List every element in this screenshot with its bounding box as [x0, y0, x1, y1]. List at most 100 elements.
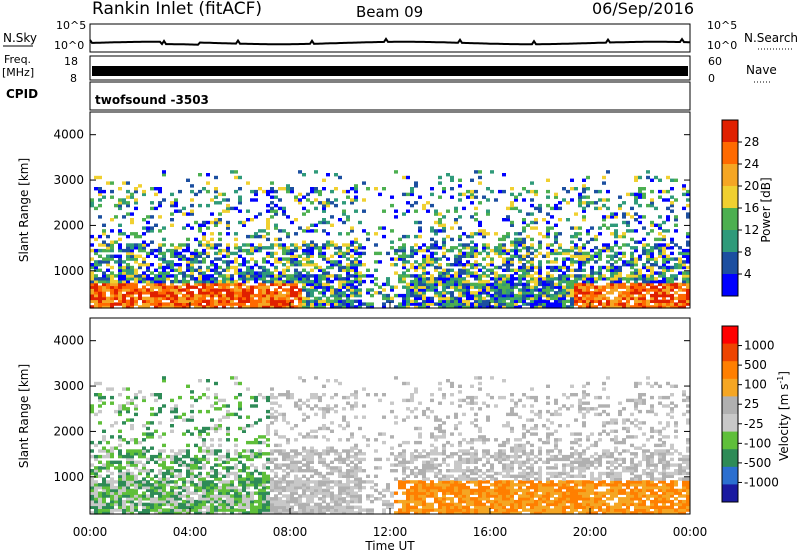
heatmap-cell [250, 305, 254, 309]
heatmap-cell [582, 279, 586, 284]
heatmap-cell [446, 248, 450, 253]
heatmap-cell [622, 251, 626, 256]
heatmap-cell [590, 279, 594, 284]
heatmap-cell [170, 296, 174, 301]
heatmap-cell [518, 248, 522, 253]
heatmap-cell [406, 505, 410, 509]
heatmap-cell [278, 246, 282, 250]
heatmap-cell [162, 198, 166, 202]
heatmap-cell [202, 449, 206, 453]
heatmap-cell [406, 381, 410, 386]
heatmap-cell [546, 285, 550, 289]
heatmap-cell [286, 502, 290, 507]
heatmap-cell [354, 415, 358, 419]
heatmap-cell [574, 279, 578, 284]
heatmap-cell [330, 291, 334, 295]
heatmap-cell [338, 457, 342, 462]
heatmap-cell [278, 243, 282, 247]
heatmap-cell [130, 497, 134, 501]
heatmap-cell [354, 198, 358, 202]
heatmap-cell [630, 285, 634, 289]
heatmap-cell [598, 293, 602, 298]
heatmap-cell [254, 511, 258, 515]
heatmap-cell [178, 452, 182, 456]
heatmap-cell [126, 277, 130, 281]
heatmap-cell [434, 232, 438, 236]
heatmap-cell [422, 277, 426, 281]
heatmap-cell [586, 285, 590, 289]
heatmap-cell [414, 209, 418, 213]
heatmap-cell [606, 299, 610, 303]
heatmap-cell [94, 305, 98, 309]
heatmap-cell [614, 232, 618, 236]
heatmap-cell [302, 243, 306, 247]
heatmap-cell [330, 469, 334, 473]
heatmap-cell [262, 463, 266, 467]
heatmap-cell [202, 271, 206, 275]
heatmap-cell [478, 201, 482, 205]
heatmap-cell [514, 268, 518, 272]
heatmap-cell [506, 288, 510, 292]
heatmap-cell [218, 477, 222, 481]
heatmap-cell [186, 263, 190, 267]
heatmap-cell [298, 494, 302, 498]
heatmap-cell [398, 452, 402, 456]
heatmap-cell [434, 302, 438, 306]
heatmap-cell [286, 457, 290, 462]
heatmap-cell [194, 268, 198, 272]
heatmap-cell [422, 477, 426, 481]
heatmap-cell [354, 237, 358, 242]
heatmap-cell [274, 279, 278, 284]
heatmap-cell [250, 189, 254, 194]
heatmap-cell [322, 480, 326, 484]
heatmap-cell [162, 257, 166, 261]
heatmap-cell [198, 288, 202, 292]
heatmap-cell [294, 268, 298, 272]
heatmap-cell [134, 477, 138, 481]
heatmap-cell [418, 229, 422, 233]
heatmap-cell [334, 494, 338, 498]
heatmap-cell [266, 466, 270, 470]
heatmap-cell [210, 443, 214, 448]
heatmap-cell [422, 271, 426, 275]
heatmap-cell [118, 404, 122, 408]
heatmap-cell [162, 376, 166, 380]
heatmap-cell [518, 254, 522, 258]
heatmap-cell [510, 279, 514, 284]
heatmap-cell [610, 223, 614, 227]
heatmap-cell [274, 466, 278, 470]
heatmap-cell [318, 395, 322, 400]
heatmap-cell [186, 223, 190, 227]
heatmap-cell [462, 265, 466, 270]
heatmap-cell [190, 491, 194, 495]
heatmap-cell [402, 477, 406, 481]
heatmap-cell [130, 271, 134, 275]
heatmap-cell [410, 189, 414, 194]
heatmap-cell [530, 288, 534, 292]
heatmap-cell [414, 449, 418, 453]
heatmap-cell [90, 291, 94, 295]
heatmap-cell [554, 260, 558, 264]
heatmap-cell [618, 302, 622, 306]
heatmap-cell [214, 511, 218, 515]
heatmap-cell [378, 398, 382, 403]
heatmap-cell [458, 293, 462, 298]
heatmap-cell [98, 404, 102, 408]
heatmap-cell [342, 265, 346, 270]
heatmap-cell [666, 198, 670, 202]
heatmap-cell [242, 305, 246, 309]
heatmap-cell [178, 511, 182, 515]
heatmap-cell [578, 291, 582, 295]
heatmap-cell [210, 305, 214, 309]
heatmap-cell [222, 454, 226, 459]
heatmap-cell [418, 454, 422, 459]
heatmap-cell [214, 257, 218, 261]
heatmap-cell [134, 189, 138, 194]
heatmap-cell [558, 299, 562, 303]
heatmap-cell [346, 288, 350, 292]
heatmap-cell [266, 424, 270, 428]
heatmap-cell [526, 271, 530, 275]
heatmap-cell [446, 234, 450, 239]
heatmap-cell [142, 302, 146, 306]
heatmap-cell [194, 499, 198, 504]
